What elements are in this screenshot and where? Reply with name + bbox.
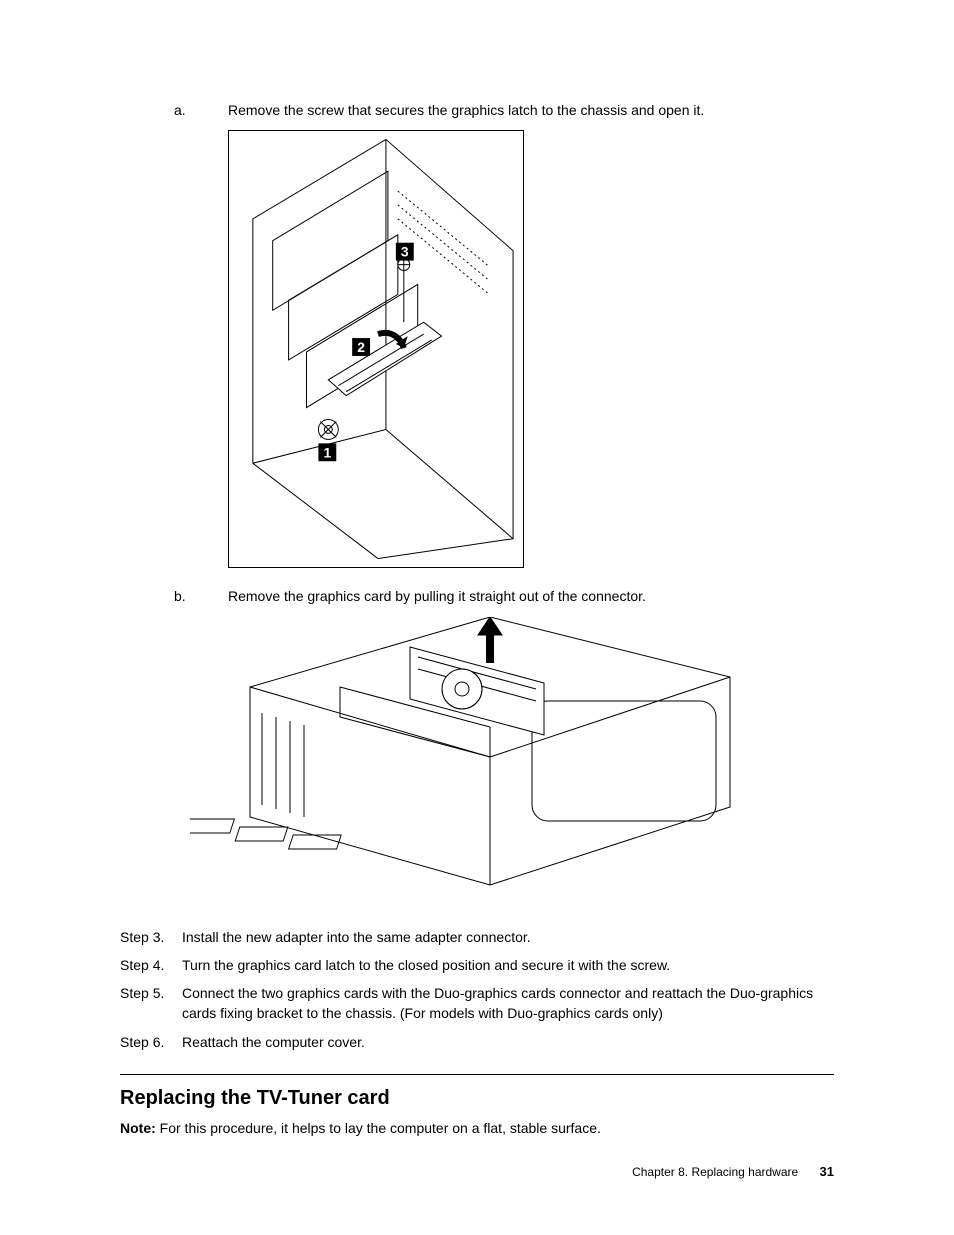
callout-2: 2 [357, 339, 365, 355]
step-text: Install the new adapter into the same ad… [182, 927, 834, 947]
substep-text: Remove the screw that secures the graphi… [228, 100, 834, 120]
callout-3: 3 [401, 244, 409, 260]
callout-1: 1 [323, 445, 331, 461]
substep-marker: a. [120, 100, 228, 120]
substep-a: a. Remove the screw that secures the gra… [120, 100, 834, 120]
step-text: Connect the two graphics cards with the … [182, 983, 834, 1024]
chassis-latch-diagram: 1 2 3 [229, 130, 523, 568]
substep-text: Remove the graphics card by pulling it s… [228, 586, 834, 606]
step-marker: Step 6. [120, 1032, 182, 1052]
figure-2-container [190, 617, 766, 891]
figure-1-frame: 1 2 3 [228, 130, 524, 568]
page-footer: Chapter 8. Replacing hardware 31 [632, 1164, 834, 1179]
step-marker: Step 5. [120, 983, 182, 1003]
step-marker: Step 3. [120, 927, 182, 947]
note-label: Note: [120, 1120, 156, 1136]
note-paragraph: Note: For this procedure, it helps to la… [120, 1118, 834, 1139]
step-text: Turn the graphics card latch to the clos… [182, 955, 834, 975]
step-3: Step 3. Install the new adapter into the… [120, 927, 834, 947]
step-4: Step 4. Turn the graphics card latch to … [120, 955, 834, 975]
substep-marker: b. [120, 586, 228, 606]
step-text: Reattach the computer cover. [182, 1032, 834, 1052]
step-6: Step 6. Reattach the computer cover. [120, 1032, 834, 1052]
figure-1-container: 1 2 3 [228, 130, 834, 568]
footer-page-number: 31 [820, 1164, 834, 1179]
step-5: Step 5. Connect the two graphics cards w… [120, 983, 834, 1024]
section-divider [120, 1074, 834, 1075]
section-heading: Replacing the TV-Tuner card [120, 1087, 834, 1110]
substep-b: b. Remove the graphics card by pulling i… [120, 586, 834, 606]
chassis-card-pull-diagram [190, 617, 766, 891]
note-text: For this procedure, it helps to lay the … [160, 1120, 601, 1136]
page: a. Remove the screw that secures the gra… [0, 0, 954, 1235]
footer-chapter: Chapter 8. Replacing hardware [632, 1165, 798, 1179]
step-marker: Step 4. [120, 955, 182, 975]
